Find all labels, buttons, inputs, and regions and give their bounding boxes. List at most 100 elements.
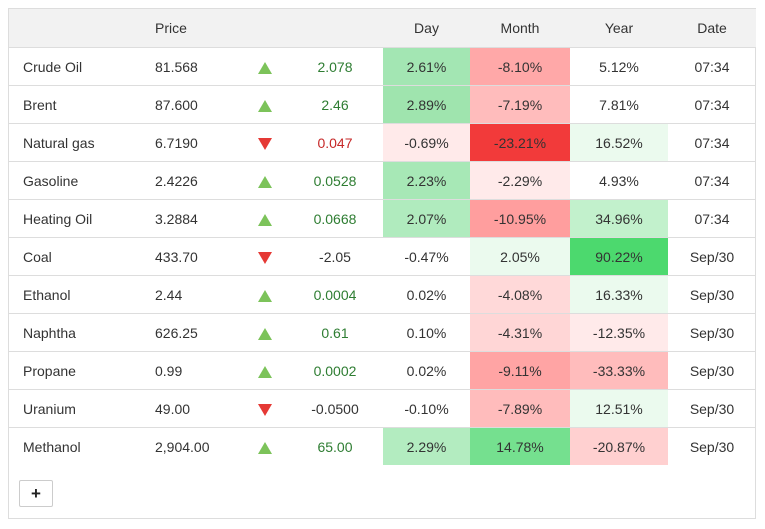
- price-cell: 433.70: [149, 237, 242, 276]
- triangle-up-icon: [257, 365, 272, 378]
- col-header-year[interactable]: Year: [570, 9, 668, 48]
- col-header-day[interactable]: Day: [383, 9, 470, 48]
- day-cell: -0.10%: [383, 389, 470, 428]
- month-cell: 14.78%: [470, 427, 570, 465]
- day-cell: 2.23%: [383, 161, 470, 200]
- triangle-up-icon: [257, 441, 272, 454]
- table-row[interactable]: Propane 0.99 0.0002 0.02% -9.11% -33.33% Sep/3…: [9, 351, 756, 390]
- change-cell: -2.05: [287, 237, 383, 276]
- month-cell: -4.31%: [470, 313, 570, 352]
- col-header-change: [287, 9, 383, 48]
- year-cell: 90.22%: [570, 237, 668, 276]
- change-cell: 0.0002: [287, 351, 383, 390]
- col-header-price[interactable]: Price: [149, 9, 242, 48]
- month-cell: -23.21%: [470, 123, 570, 162]
- change-cell: -0.0500: [287, 389, 383, 428]
- up-arrow-cell: [242, 85, 287, 124]
- price-cell: 6.7190: [149, 123, 242, 162]
- table-row[interactable]: Gasoline 2.4226 0.0528 2.23% -2.29% 4.93% 07:3…: [9, 161, 756, 200]
- month-cell: -4.08%: [470, 275, 570, 314]
- change-cell: 2.078: [287, 47, 383, 86]
- day-cell: 2.29%: [383, 427, 470, 465]
- commodity-name[interactable]: Methanol: [9, 427, 149, 465]
- change-cell: 0.0004: [287, 275, 383, 314]
- down-arrow-cell: [242, 389, 287, 428]
- day-cell: 0.02%: [383, 275, 470, 314]
- up-arrow-cell: [242, 427, 287, 465]
- month-cell: -2.29%: [470, 161, 570, 200]
- month-cell: -10.95%: [470, 199, 570, 238]
- date-cell: Sep/30: [668, 237, 756, 276]
- up-arrow-cell: [242, 161, 287, 200]
- change-cell: 0.047: [287, 123, 383, 162]
- day-cell: 2.07%: [383, 199, 470, 238]
- triangle-up-icon: [257, 213, 272, 226]
- add-row-button[interactable]: +: [19, 480, 53, 507]
- col-header-name: [9, 9, 149, 48]
- triangle-down-icon: [257, 251, 272, 264]
- col-header-date[interactable]: Date: [668, 9, 756, 48]
- date-cell: 07:34: [668, 161, 756, 200]
- commodity-name[interactable]: Crude Oil: [9, 47, 149, 86]
- table-header-row: Price Day Month Year Date: [9, 9, 756, 48]
- year-cell: 34.96%: [570, 199, 668, 238]
- table-row[interactable]: Crude Oil 81.568 2.078 2.61% -8.10% 5.12% 07:3…: [9, 47, 756, 86]
- price-cell: 49.00: [149, 389, 242, 428]
- day-cell: -0.69%: [383, 123, 470, 162]
- commodity-name[interactable]: Brent: [9, 85, 149, 124]
- commodity-name[interactable]: Gasoline: [9, 161, 149, 200]
- col-header-arrow: [242, 9, 287, 48]
- col-header-month[interactable]: Month: [470, 9, 570, 48]
- date-cell: Sep/30: [668, 351, 756, 390]
- triangle-down-icon: [257, 403, 272, 416]
- year-cell: 12.51%: [570, 389, 668, 428]
- up-arrow-cell: [242, 313, 287, 352]
- triangle-up-icon: [257, 61, 272, 74]
- commodities-panel: Price Day Month Year Date Crude Oil 81.56…: [8, 8, 756, 519]
- price-cell: 87.600: [149, 85, 242, 124]
- year-cell: 16.52%: [570, 123, 668, 162]
- change-cell: 0.0528: [287, 161, 383, 200]
- day-cell: 0.10%: [383, 313, 470, 352]
- table-row[interactable]: Heating Oil 3.2884 0.0668 2.07% -10.95% 34.96…: [9, 199, 756, 238]
- year-cell: 4.93%: [570, 161, 668, 200]
- commodity-name[interactable]: Heating Oil: [9, 199, 149, 238]
- year-cell: -33.33%: [570, 351, 668, 390]
- commodity-name[interactable]: Coal: [9, 237, 149, 276]
- table-row[interactable]: Natural gas 6.7190 0.047 -0.69% -23.21% 16.52…: [9, 123, 756, 162]
- commodity-name[interactable]: Naphtha: [9, 313, 149, 352]
- price-cell: 2.44: [149, 275, 242, 314]
- triangle-up-icon: [257, 289, 272, 302]
- year-cell: 5.12%: [570, 47, 668, 86]
- table-row[interactable]: Naphtha 626.25 0.61 0.10% -4.31% -12.35% Sep/3…: [9, 313, 756, 352]
- table-row[interactable]: Coal 433.70 -2.05 -0.47% 2.05% 90.22% Sep/30: [9, 237, 756, 276]
- commodities-table: Price Day Month Year Date Crude Oil 81.56…: [9, 9, 756, 465]
- price-cell: 2,904.00: [149, 427, 242, 465]
- table-row[interactable]: Brent 87.600 2.46 2.89% -7.19% 7.81% 07:34: [9, 85, 756, 124]
- price-cell: 3.2884: [149, 199, 242, 238]
- down-arrow-cell: [242, 237, 287, 276]
- table-row[interactable]: Ethanol 2.44 0.0004 0.02% -4.08% 16.33% Sep/30: [9, 275, 756, 314]
- date-cell: 07:34: [668, 123, 756, 162]
- triangle-down-icon: [257, 137, 272, 150]
- commodity-name[interactable]: Natural gas: [9, 123, 149, 162]
- up-arrow-cell: [242, 351, 287, 390]
- table-row[interactable]: Uranium 49.00 -0.0500 -0.10% -7.89% 12.51% Sep…: [9, 389, 756, 428]
- year-cell: -12.35%: [570, 313, 668, 352]
- year-cell: 7.81%: [570, 85, 668, 124]
- date-cell: 07:34: [668, 47, 756, 86]
- change-cell: 0.61: [287, 313, 383, 352]
- change-cell: 0.0668: [287, 199, 383, 238]
- commodity-name[interactable]: Uranium: [9, 389, 149, 428]
- table-row[interactable]: Methanol 2,904.00 65.00 2.29% 14.78% -20.87% S…: [9, 427, 756, 465]
- triangle-up-icon: [257, 327, 272, 340]
- commodity-name[interactable]: Propane: [9, 351, 149, 390]
- commodity-name[interactable]: Ethanol: [9, 275, 149, 314]
- day-cell: 0.02%: [383, 351, 470, 390]
- date-cell: 07:34: [668, 85, 756, 124]
- date-cell: Sep/30: [668, 389, 756, 428]
- month-cell: -7.19%: [470, 85, 570, 124]
- up-arrow-cell: [242, 275, 287, 314]
- day-cell: 2.61%: [383, 47, 470, 86]
- price-cell: 0.99: [149, 351, 242, 390]
